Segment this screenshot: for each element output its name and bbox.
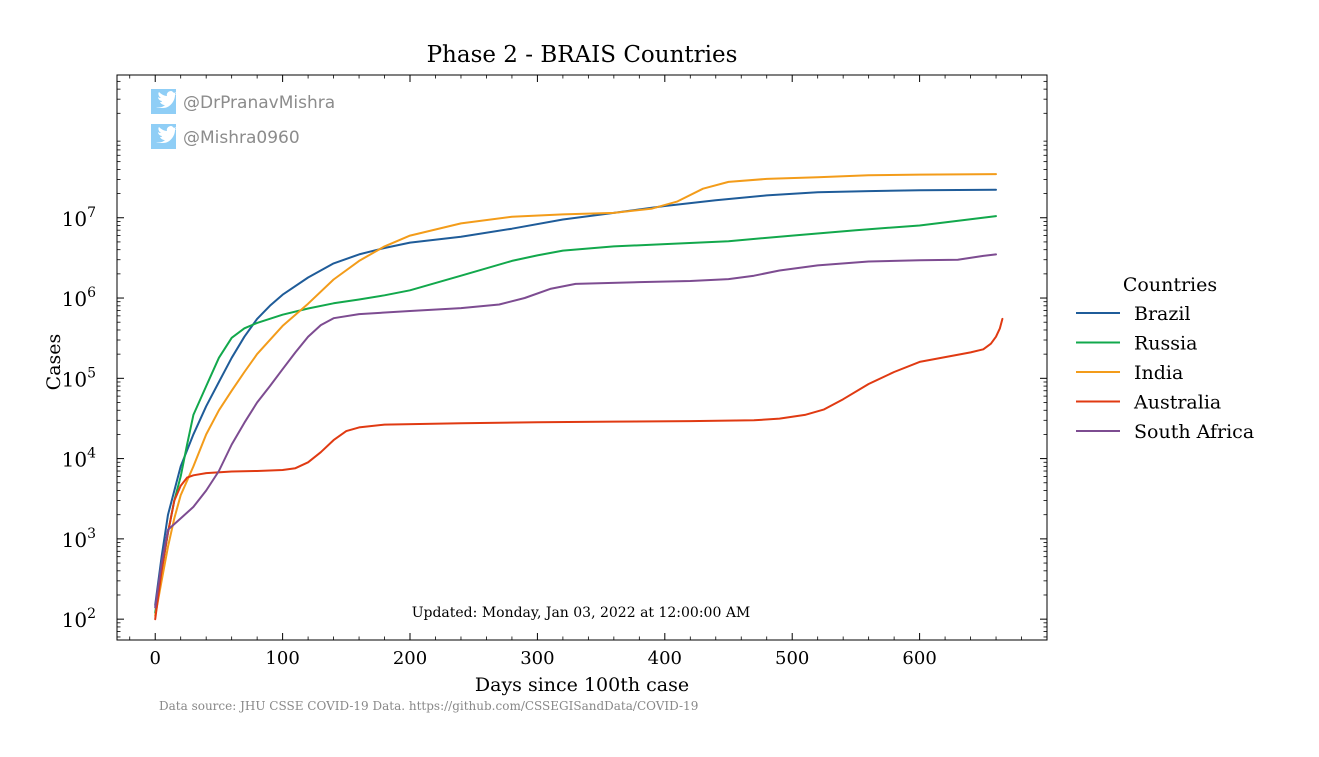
x-tick-label: 0: [149, 648, 160, 669]
y-tick-label: 105: [62, 365, 96, 391]
y-tick-label: 106: [62, 285, 96, 311]
series-line-russia: [154, 215, 997, 614]
watermark-handle: @DrPranavMishra: [183, 93, 335, 113]
legend-label: Australia: [1133, 392, 1221, 414]
plot-frame: [116, 74, 1048, 641]
legend-title: Countries: [1123, 274, 1217, 296]
x-tick-label: 300: [520, 648, 554, 669]
plot-area: 0 100 200 300 400 500 600 102 103 104 105 106 107: [62, 74, 1048, 669]
x-tick-label: 500: [775, 648, 809, 669]
legend-label: South Africa: [1134, 421, 1254, 443]
y-axis-label: Cases: [43, 334, 65, 391]
y-tick-label: 103: [62, 526, 96, 552]
twitter-icon: [151, 124, 176, 149]
watermark-2: @Mishra0960: [151, 124, 300, 149]
series-line-india: [154, 173, 997, 617]
watermark-handle: @Mishra0960: [183, 128, 300, 148]
y-axis-ticks: 102 103 104 105 106 107: [62, 205, 1047, 632]
twitter-icon: [151, 89, 176, 114]
legend-label: Russia: [1134, 333, 1197, 355]
minor-ticks: [117, 74, 1047, 640]
data-source-note: Data source: JHU CSSE COVID-19 Data. htt…: [159, 699, 698, 713]
x-axis-label: Days since 100th case: [475, 674, 689, 696]
legend-label: India: [1134, 362, 1183, 384]
y-tick-label: 107: [62, 205, 96, 231]
series-line-australia: [154, 317, 1004, 621]
x-tick-label: 200: [393, 648, 427, 669]
watermark-1: @DrPranavMishra: [151, 89, 335, 114]
x-tick-label: 400: [648, 648, 682, 669]
y-tick-label: 102: [62, 606, 96, 632]
y-tick-label: 104: [62, 446, 96, 472]
series-line-south-africa: [154, 253, 997, 609]
updated-annotation: Updated: Monday, Jan 03, 2022 at 12:00:0…: [412, 605, 751, 621]
series-line-brazil: [154, 188, 997, 606]
x-axis-ticks: 0 100 200 300 400 500 600: [149, 75, 937, 669]
x-tick-label: 600: [902, 648, 936, 669]
x-tick-label: 100: [265, 648, 299, 669]
series-lines: [154, 173, 1004, 621]
chart-title: Phase 2 - BRAIS Countries: [427, 42, 738, 68]
legend: Countries Brazil Russia India Australia Sout…: [1076, 274, 1254, 443]
legend-label: Brazil: [1134, 303, 1191, 325]
